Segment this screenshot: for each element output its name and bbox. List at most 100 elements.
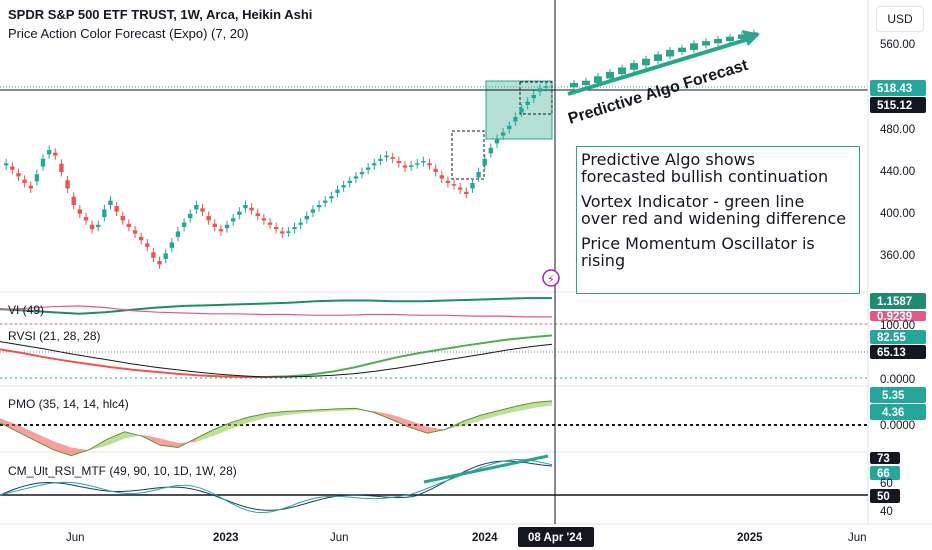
candle-body [151, 252, 156, 258]
event-marker[interactable] [542, 269, 560, 287]
forecast-candle [714, 38, 722, 44]
vi-panel-label: VI (49) [8, 303, 45, 317]
candle-body [531, 95, 536, 99]
pmo-fill-segment [534, 400, 552, 408]
vortex-minus-line [0, 305, 552, 318]
pmo-fill-segment [480, 410, 499, 421]
candle-body [323, 200, 328, 203]
price-tick: 560.00 [880, 39, 915, 51]
vortex-panel [0, 297, 868, 325]
forecast-arrow-line [567, 36, 753, 96]
candle-body [378, 158, 383, 161]
cm-rsi-panel-label: CM_Ult_RSI_MTF (49, 90, 10, 1D, 1W, 28) [8, 464, 237, 478]
candle-body [200, 208, 205, 212]
time-axis: Jun 2023 Jun 2024 08 Apr '24 2025 Jun [66, 527, 867, 547]
note-line: forecasted bullish continuation [581, 167, 829, 186]
candle-body [500, 132, 506, 136]
cm-rsi-signal-tag: 66 [877, 468, 890, 480]
note-line: over red and widening difference [581, 209, 847, 228]
cm-rsi-tick: 60 [880, 478, 893, 490]
candle-body [304, 216, 310, 220]
cm-rsi-panel [0, 454, 868, 514]
pmo-signal-tag: 4.36 [882, 407, 904, 419]
candle-body [513, 117, 518, 122]
last-price-tag: 518.43 [877, 83, 912, 95]
pattern-box [451, 130, 485, 180]
candle-body [298, 222, 303, 225]
candle-body [218, 229, 224, 232]
candle-body [10, 166, 15, 170]
pmo-fill-segment [160, 438, 179, 448]
currency-button[interactable]: USD [876, 6, 924, 32]
cm-rsi-tick: 40 [880, 506, 893, 518]
forecast-candle [690, 43, 698, 50]
candle-body [433, 168, 438, 172]
candle-body [408, 165, 414, 167]
candle-body [488, 147, 494, 154]
candle-body [169, 242, 175, 248]
forecast-candle [582, 80, 590, 86]
candle-body [89, 224, 95, 230]
candle-body [114, 206, 119, 212]
note-line: rising [581, 251, 626, 270]
candle-body [525, 101, 530, 105]
forecast-candle [642, 58, 650, 66]
candle-body [65, 180, 70, 189]
crosshair-date-tag: 08 Apr '24 [528, 532, 583, 544]
forecast-candle [678, 47, 686, 53]
cm-rsi-tag: 73 [877, 453, 890, 465]
candle-body [494, 139, 500, 144]
candle-body [59, 163, 64, 172]
candle-body [421, 161, 426, 163]
forecast-candle [702, 41, 710, 46]
candle-body [28, 185, 33, 189]
pmo-fill-segment [0, 418, 18, 432]
forecast-arrow-head [742, 30, 760, 46]
candle-body [439, 175, 444, 179]
rvsi-signal-line [0, 341, 553, 378]
candle-body [359, 172, 365, 175]
pmo-fill-segment [498, 406, 517, 416]
candle-body [390, 157, 395, 159]
candle-body [402, 165, 408, 168]
pmo-fill-segment [409, 420, 428, 434]
note-line: Price Momentum Oscillator is [581, 234, 815, 253]
pmo-tick: 0.0000 [880, 420, 915, 432]
candle-body [280, 231, 285, 234]
time-tick: 2024 [472, 532, 498, 544]
pmo-fill-segment [391, 414, 410, 428]
pmo-fill-segment [35, 433, 54, 450]
candle-body [4, 163, 9, 166]
forecast-candle [654, 54, 662, 61]
candle-body [22, 179, 27, 183]
pmo-fill-segment [53, 441, 72, 456]
candle-body [365, 167, 371, 170]
candle-body [261, 218, 267, 221]
time-tick: Jun [848, 532, 867, 544]
candle-body [507, 125, 512, 130]
candle-body [194, 205, 199, 210]
candle-body [470, 183, 475, 189]
rvsi-tick: 100.00 [880, 320, 915, 332]
time-tick: 2023 [213, 532, 239, 544]
rvsi-signal-tag: 65.13 [877, 347, 906, 359]
candles-group [4, 81, 549, 269]
candle-body [286, 231, 291, 233]
rvsi-tag: 82.55 [877, 332, 906, 344]
candle-body [126, 223, 132, 227]
pmo-fill-segment [17, 425, 36, 441]
forecast-candle [594, 76, 602, 83]
time-tick: 2025 [737, 532, 763, 544]
candle-body [224, 224, 230, 229]
candle-body [316, 205, 322, 208]
candle-body [40, 158, 46, 167]
forecast-candle [570, 82, 578, 88]
candle-body [347, 180, 352, 183]
indicator-title: Price Action Color Forecast (Expo) (7, 2… [8, 26, 249, 41]
pmo-fill-segment [462, 415, 481, 426]
prev-price-tag: 515.12 [877, 100, 912, 112]
candle-body [329, 196, 334, 199]
price-tick: 480.00 [880, 124, 915, 136]
forecast-candle [738, 34, 746, 39]
candle-body [163, 253, 168, 259]
